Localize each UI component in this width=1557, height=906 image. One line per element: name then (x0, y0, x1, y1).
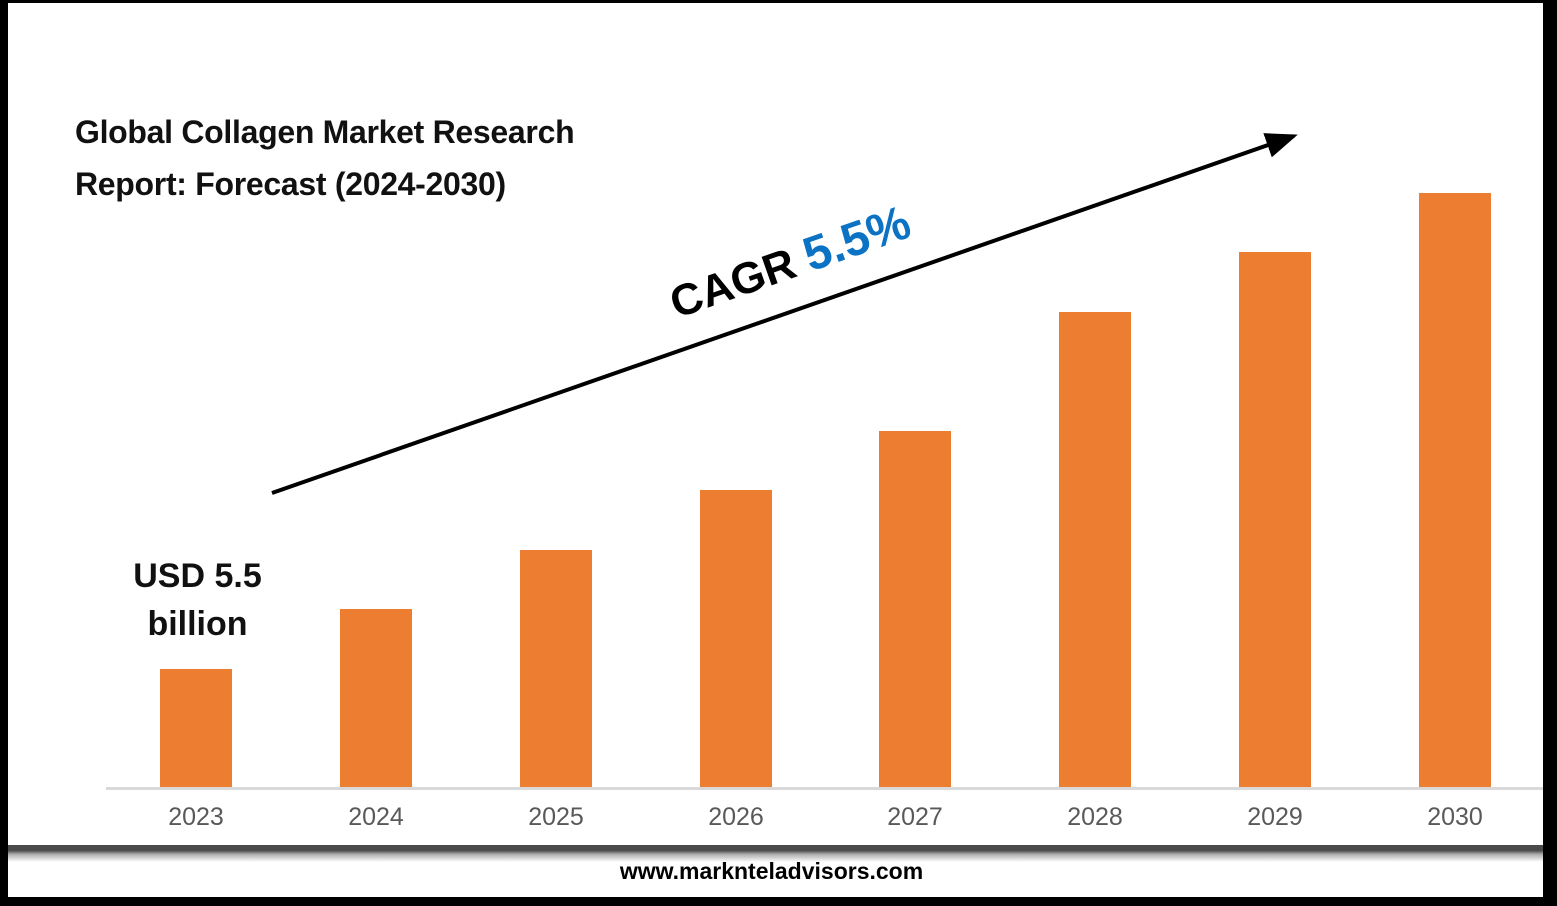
x-label-2023: 2023 (168, 803, 224, 831)
start-value-line2: billion (147, 605, 248, 643)
bar-2027 (879, 431, 951, 788)
x-label-2024: 2024 (348, 803, 404, 831)
bar-2024 (340, 609, 412, 788)
start-value-annotation: USD 5.5 billion (95, 552, 300, 648)
page-title-line2: Report: Forecast (2024-2030) (75, 166, 506, 202)
x-label-2028: 2028 (1067, 803, 1123, 831)
x-axis-line (106, 787, 1543, 790)
frame-border-right (1543, 0, 1557, 906)
x-label-2026: 2026 (708, 803, 764, 831)
cagr-annotation: CAGR 5.5% (625, 182, 955, 343)
bar-2029 (1239, 252, 1311, 788)
x-label-2027: 2027 (887, 803, 943, 831)
start-value-line1: USD 5.5 (133, 557, 262, 595)
frame-border-left (0, 0, 8, 906)
bar-2026 (700, 490, 772, 788)
bar-2025 (520, 550, 592, 788)
bar-2028 (1059, 312, 1131, 788)
bar-2030 (1419, 193, 1491, 788)
x-label-2025: 2025 (528, 803, 584, 831)
page-title-line1: Global Collagen Market Research (75, 114, 575, 150)
bar-2023 (160, 669, 232, 788)
frame-border-top (0, 0, 1557, 3)
x-label-2030: 2030 (1427, 803, 1483, 831)
cagr-annotation-prefix: CAGR (663, 234, 814, 329)
footer-url: www.marknteladvisors.com (619, 858, 924, 884)
x-label-2029: 2029 (1247, 803, 1303, 831)
footer-divider (8, 845, 1543, 862)
frame-border-bottom (0, 897, 1557, 906)
page-title: Global Collagen Market Research Report: … (75, 106, 575, 210)
cagr-annotation-value: 5.5% (796, 195, 918, 283)
